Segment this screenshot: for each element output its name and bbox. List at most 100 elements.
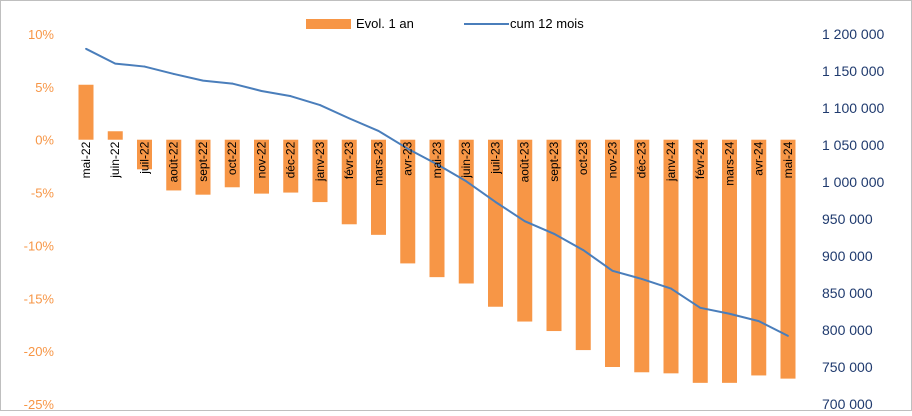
bar-juil-23 bbox=[488, 139, 503, 307]
category-label: avr-23 bbox=[401, 141, 415, 175]
left-axis-tick-label: -25% bbox=[24, 397, 55, 411]
category-label: janv-23 bbox=[313, 141, 327, 182]
right-axis-tick-label: 1 200 000 bbox=[822, 26, 884, 42]
line-point-mars-24 bbox=[728, 312, 731, 315]
line-point-juil-22 bbox=[143, 65, 146, 68]
bar-nov-22 bbox=[254, 139, 269, 194]
category-label: oct-22 bbox=[225, 141, 239, 175]
line-point-mai-23 bbox=[436, 163, 438, 166]
line-point-juin-23 bbox=[465, 180, 468, 183]
category-label: juil-23 bbox=[489, 141, 503, 174]
category-label: mai-24 bbox=[781, 141, 795, 178]
bar-nov-23 bbox=[605, 139, 620, 367]
category-label: mars-24 bbox=[723, 141, 737, 185]
line-point-avr-23 bbox=[406, 147, 409, 150]
line-layer bbox=[85, 47, 789, 337]
category-label: févr-24 bbox=[693, 141, 707, 179]
legend-label-cum: cum 12 mois bbox=[510, 16, 584, 31]
right-axis-tick-label: 750 000 bbox=[822, 359, 873, 375]
category-label: nov-22 bbox=[255, 141, 269, 178]
category-label: août-22 bbox=[167, 141, 181, 182]
category-label: déc-22 bbox=[284, 141, 298, 178]
category-labels: mai-22 juin-22 juil-22 août-22 sept-22 oct-22… bbox=[79, 141, 795, 185]
bar-avr-24 bbox=[751, 139, 767, 376]
category-label: juil-22 bbox=[138, 141, 152, 174]
line-point-avr-24 bbox=[757, 320, 760, 323]
line-point-oct-23 bbox=[582, 249, 585, 251]
right-axis-tick-label: 900 000 bbox=[822, 248, 873, 264]
category-label: févr-23 bbox=[342, 141, 356, 179]
right-axis-tick-label: 1 150 000 bbox=[822, 63, 884, 79]
bar-oct-22 bbox=[224, 139, 240, 188]
line-point-janv-23 bbox=[319, 104, 321, 106]
line-point-juin-22 bbox=[114, 62, 117, 65]
right-y-axis: 1 200 000 1 150 000 1 100 000 1 050 000 1 00… bbox=[822, 26, 884, 412]
bar-juil-22 bbox=[137, 139, 152, 170]
legend-label-evol: Evol. 1 an bbox=[356, 16, 414, 31]
bar-avr-23 bbox=[400, 139, 416, 264]
right-axis-tick-label: 850 000 bbox=[822, 285, 873, 301]
bar-août-23 bbox=[517, 139, 533, 322]
right-axis-tick-label: 700 000 bbox=[822, 396, 873, 411]
left-axis-tick-label: 0% bbox=[35, 133, 54, 148]
line-point-nov-23 bbox=[611, 269, 614, 272]
line-point-oct-22 bbox=[231, 82, 234, 85]
left-axis-tick-label: -5% bbox=[31, 186, 55, 201]
bar-juin-22 bbox=[107, 131, 123, 140]
bars-layer bbox=[78, 84, 796, 383]
left-axis-tick-label: -20% bbox=[24, 344, 55, 359]
bar-sept-23 bbox=[546, 139, 562, 332]
bar-mai-23 bbox=[429, 139, 445, 278]
right-axis-tick-label: 800 000 bbox=[822, 322, 873, 338]
bar-mars-23 bbox=[371, 139, 386, 235]
bar-mai-22 bbox=[78, 84, 94, 140]
category-label: juin-23 bbox=[459, 141, 473, 178]
line-point-mai-22 bbox=[85, 47, 87, 50]
line-point-déc-22 bbox=[289, 95, 292, 98]
category-label: nov-23 bbox=[606, 141, 620, 178]
bar-déc-23 bbox=[634, 139, 650, 373]
category-label: juin-22 bbox=[108, 141, 122, 178]
left-axis-tick-label: 10% bbox=[28, 27, 54, 42]
bar-mai-24 bbox=[780, 139, 796, 379]
line-point-nov-22 bbox=[260, 90, 263, 92]
line-point-juil-23 bbox=[494, 201, 497, 203]
line-point-mars-23 bbox=[377, 130, 380, 132]
bar-déc-22 bbox=[283, 139, 299, 193]
category-label: avr-24 bbox=[752, 141, 766, 175]
left-axis-tick-label: 5% bbox=[35, 80, 54, 95]
bar-mars-24 bbox=[722, 139, 737, 383]
category-label: sept-23 bbox=[547, 141, 561, 181]
category-label: janv-24 bbox=[664, 141, 678, 182]
line-point-août-22 bbox=[172, 73, 175, 75]
category-label: août-23 bbox=[518, 141, 532, 182]
bar-août-22 bbox=[166, 139, 182, 191]
line-point-sept-22 bbox=[202, 79, 204, 82]
bar-oct-23 bbox=[575, 139, 591, 351]
category-label: sept-22 bbox=[196, 141, 210, 181]
left-axis-tick-label: -15% bbox=[24, 291, 55, 306]
line-point-févr-23 bbox=[348, 117, 351, 120]
legend-swatch-bar bbox=[306, 19, 351, 29]
right-axis-tick-label: 950 000 bbox=[822, 211, 873, 227]
bar-janv-24 bbox=[663, 139, 679, 374]
line-point-déc-23 bbox=[640, 278, 643, 280]
right-axis-tick-label: 1 050 000 bbox=[822, 137, 884, 153]
category-label: oct-23 bbox=[576, 141, 590, 175]
category-label: déc-23 bbox=[635, 141, 649, 178]
line-point-mai-24 bbox=[787, 335, 789, 337]
right-axis-tick-label: 1 000 000 bbox=[822, 174, 884, 190]
line-point-févr-24 bbox=[699, 306, 702, 309]
line-point-août-23 bbox=[523, 220, 526, 223]
bar-févr-23 bbox=[341, 139, 357, 225]
left-y-axis: 10% 5% 0% -5% -10% -15% -20% -25% bbox=[24, 27, 55, 412]
right-axis-tick-label: 1 100 000 bbox=[822, 100, 884, 116]
legend: Evol. 1 an cum 12 mois bbox=[306, 16, 584, 31]
category-label: mars-23 bbox=[372, 141, 386, 185]
category-label: mai-23 bbox=[430, 141, 444, 178]
line-point-janv-24 bbox=[670, 287, 672, 290]
line-point-sept-23 bbox=[553, 232, 555, 235]
